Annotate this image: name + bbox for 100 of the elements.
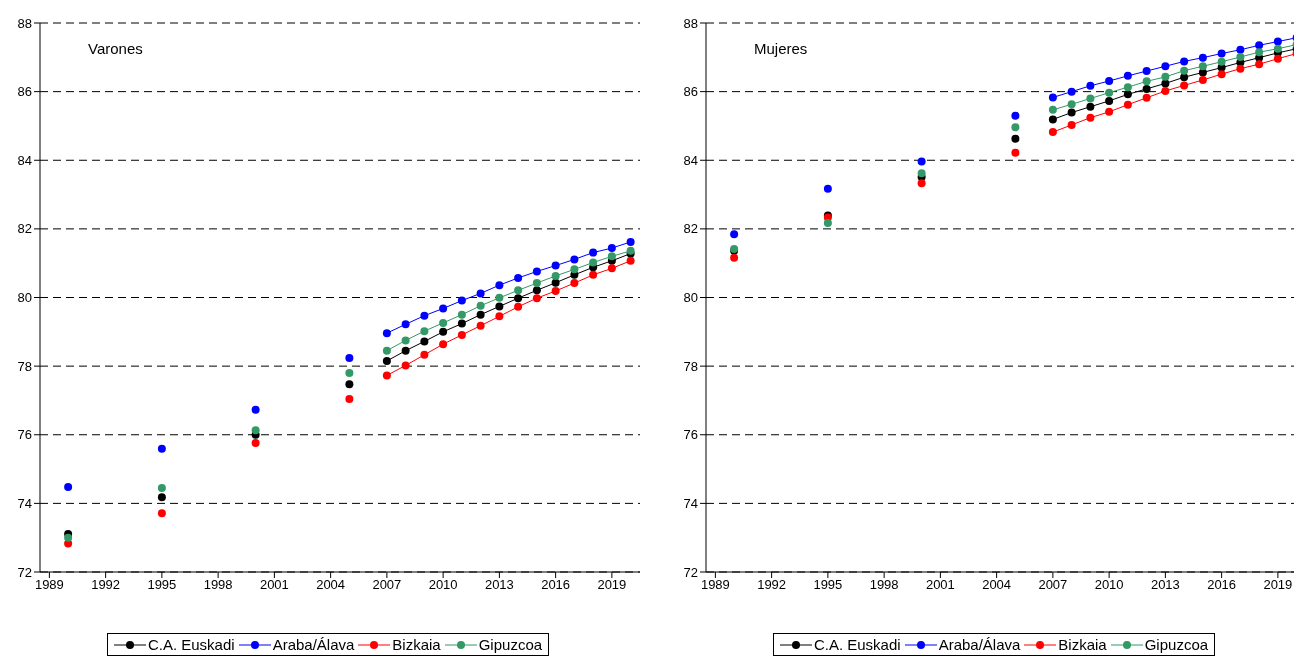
point <box>1142 77 1151 86</box>
point <box>420 337 429 346</box>
x-tick-label: 2010 <box>428 577 458 593</box>
point <box>607 252 616 261</box>
point <box>1011 134 1020 143</box>
point <box>457 330 466 339</box>
x-tick-label: 2001 <box>259 577 289 593</box>
point <box>1142 84 1151 93</box>
point <box>1067 87 1076 96</box>
point <box>551 271 560 280</box>
point <box>823 184 832 193</box>
point <box>1011 111 1020 120</box>
point <box>1180 81 1189 90</box>
point <box>1180 66 1189 75</box>
x-tick-label: 1998 <box>203 577 233 593</box>
y-tick-label: 82 <box>17 221 32 237</box>
point <box>439 327 448 336</box>
point <box>1123 100 1132 109</box>
point <box>1217 70 1226 79</box>
point <box>1236 52 1245 61</box>
x-tick-label: 2013 <box>484 577 514 593</box>
y-tick-label: 80 <box>683 290 698 306</box>
point <box>1198 53 1207 62</box>
x-tick-label: 2004 <box>982 577 1012 593</box>
point <box>1255 60 1264 69</box>
y-tick-label: 76 <box>17 427 32 443</box>
point <box>1273 37 1282 46</box>
point <box>1048 93 1057 102</box>
point <box>420 311 429 320</box>
point <box>532 267 541 276</box>
y-tick-label: 84 <box>683 152 698 168</box>
x-tick-label: 1995 <box>813 577 843 593</box>
point <box>551 278 560 287</box>
y-tick-label: 80 <box>17 290 32 306</box>
y-tick-label: 86 <box>683 84 698 100</box>
point <box>514 273 523 282</box>
point <box>730 230 739 239</box>
point <box>1236 45 1245 54</box>
point <box>532 286 541 295</box>
point <box>570 279 579 288</box>
x-tick-label: 2016 <box>1207 577 1237 593</box>
point <box>251 405 260 414</box>
point <box>476 289 485 298</box>
point <box>917 179 926 188</box>
point <box>1161 62 1170 71</box>
x-tick-label: 2019 <box>1263 577 1293 593</box>
point <box>823 219 832 228</box>
point <box>1198 62 1207 71</box>
x-tick-label: 2019 <box>597 577 627 593</box>
point <box>551 261 560 270</box>
point <box>1123 83 1132 92</box>
legend-label: Bizkaia <box>1058 636 1107 653</box>
point <box>1067 108 1076 117</box>
legend-label: Gipuzcoa <box>478 636 543 653</box>
point <box>1048 128 1057 137</box>
x-tick-label: 2013 <box>1150 577 1180 593</box>
y-tick-label: 78 <box>17 358 32 374</box>
y-tick-label: 82 <box>683 221 698 237</box>
point <box>532 294 541 303</box>
y-tick-label: 88 <box>683 15 698 31</box>
point <box>607 264 616 273</box>
point <box>495 293 504 302</box>
point <box>495 281 504 290</box>
point <box>1161 86 1170 95</box>
x-tick-label: 1989 <box>34 577 64 593</box>
x-tick-label: 1989 <box>700 577 730 593</box>
legend-label: Gipuzcoa <box>1144 636 1209 653</box>
x-tick-label: 1992 <box>757 577 787 593</box>
y-tick-label: 84 <box>17 152 32 168</box>
point <box>589 248 598 257</box>
point <box>1198 75 1207 84</box>
point <box>476 301 485 310</box>
point <box>64 482 73 491</box>
point <box>589 258 598 267</box>
legend-label: C.A. Euskadi <box>813 636 901 653</box>
point <box>1142 67 1151 76</box>
point <box>1123 90 1132 99</box>
point <box>157 444 166 453</box>
point <box>607 244 616 253</box>
point <box>1273 44 1282 53</box>
legend-label: Araba/Álava <box>272 636 355 653</box>
point <box>401 320 410 329</box>
point <box>157 509 166 518</box>
point <box>382 371 391 380</box>
point <box>1105 96 1114 105</box>
point <box>382 329 391 338</box>
point <box>1086 102 1095 111</box>
point <box>1217 49 1226 58</box>
point <box>1123 71 1132 80</box>
point <box>1011 148 1020 157</box>
point <box>1142 93 1151 102</box>
point <box>1048 115 1057 124</box>
point <box>345 395 354 404</box>
point <box>514 294 523 303</box>
x-tick-label: 1995 <box>147 577 177 593</box>
y-tick-label: 86 <box>17 84 32 100</box>
point <box>64 533 73 542</box>
text: Varones <box>88 40 143 57</box>
point <box>495 312 504 321</box>
point <box>251 426 260 435</box>
